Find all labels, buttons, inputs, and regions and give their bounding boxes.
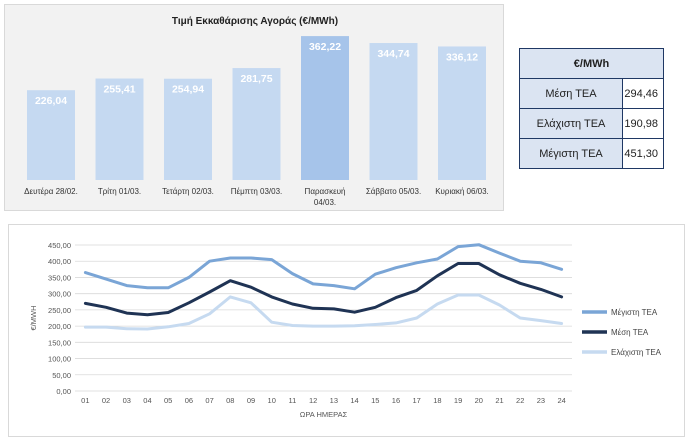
y-tick-label: 350,00 [48, 273, 71, 282]
y-tick-label: 300,00 [48, 290, 71, 299]
x-tick-label: 21 [495, 396, 503, 405]
x-tick-label: 10 [268, 396, 276, 405]
bar [301, 36, 349, 180]
x-tick-label: 01 [81, 396, 89, 405]
x-tick-label: 23 [537, 396, 545, 405]
x-tick-label: 09 [247, 396, 255, 405]
x-tick-label: 22 [516, 396, 524, 405]
series-max-line [83, 243, 564, 291]
x-tick-label: 03 [123, 396, 131, 405]
bar-value-label: 344,74 [377, 48, 409, 60]
stats-row-avg: Μέση ΤΕΑ 294,46 [519, 78, 664, 109]
line-chart-svg: 0,00 50,00 100,00 150,00 200,00 250,00 300,00 3… [29, 241, 662, 419]
x-tick-label: 02 [102, 396, 110, 405]
x-tick-label: 16 [392, 396, 400, 405]
y-tick-label: 250,00 [48, 306, 71, 315]
y-tick-label: 150,00 [48, 338, 71, 347]
bar [438, 46, 486, 180]
x-tick-label: 19 [454, 396, 462, 405]
y-tick-label: 0,00 [56, 387, 71, 396]
bar-category-label: Σάββατο 05/03. [366, 187, 421, 196]
stats-header-row: €/MWh [519, 48, 664, 79]
category-line: Παρασκευή [305, 187, 346, 196]
x-tick-label: 05 [164, 396, 172, 405]
x-tick-label: 20 [475, 396, 483, 405]
x-tick-label: 07 [205, 396, 213, 405]
stats-row-min: Ελάχιστη ΤΕΑ 190,98 [519, 108, 664, 139]
x-tick-label: 18 [433, 396, 441, 405]
bar-value-label: 255,41 [103, 84, 135, 96]
x-tick-label: 06 [185, 396, 193, 405]
x-tick-label: 04 [143, 396, 151, 405]
bar-value-label: 254,94 [172, 84, 204, 96]
stats-row-max: Μέγιστη ΤΕΑ 451,30 [519, 138, 664, 169]
series-min-line [83, 293, 564, 331]
x-tick-label: 15 [371, 396, 379, 405]
x-axis-label: ΩΡΑ ΗΜΕΡΑΣ [300, 410, 348, 419]
stats-header: €/MWh [519, 48, 664, 79]
y-tick-label: 100,00 [48, 355, 71, 364]
y-axis-label: €/MWH [29, 306, 38, 331]
price-stats-table: €/MWh Μέση ΤΕΑ 294,46 Ελάχιστη ΤΕΑ 190,9… [519, 48, 664, 169]
x-tick-label: 17 [413, 396, 421, 405]
x-tick-label: 08 [226, 396, 234, 405]
bar-value-label: 281,75 [240, 73, 272, 85]
x-tick-label: 14 [350, 396, 358, 405]
legend-label: Μέση ΤΕΑ [611, 328, 649, 337]
bar-category-label: Κυριακή 06/03. [435, 187, 489, 196]
bar [27, 90, 75, 180]
series-avg-line [83, 262, 564, 317]
bar [95, 78, 144, 180]
bar [369, 43, 418, 180]
y-tick-label: 450,00 [48, 241, 71, 250]
daily-price-bar-chart: Τιμή Εκκαθάρισης Αγοράς (€/MWh) 226,04 Δευ… [4, 4, 504, 211]
legend-label: Μέγιστη ΤΕΑ [611, 308, 658, 317]
y-tick-label: 400,00 [48, 257, 71, 266]
stats-value: 190,98 [622, 108, 664, 139]
stats-value: 294,46 [622, 78, 664, 109]
x-tick-label: 24 [557, 396, 565, 405]
category-line: 04/03. [314, 198, 336, 207]
bar-category-label: Τρίτη 01/03. [98, 187, 141, 196]
bar-value-label: 226,04 [35, 95, 67, 107]
stats-label: Μέση ΤΕΑ [519, 78, 623, 109]
bar [232, 68, 281, 180]
bar-category-label: Δευτέρα 28/02. [24, 187, 78, 196]
hourly-price-line-chart: 0,00 50,00 100,00 150,00 200,00 250,00 300,00 3… [8, 224, 685, 437]
bar-chart-title: Τιμή Εκκαθάρισης Αγοράς (€/MWh) [172, 16, 338, 27]
y-tick-label: 50,00 [52, 371, 71, 380]
bar [164, 78, 212, 180]
x-tick-label: 11 [289, 396, 297, 405]
bar-category-label: Τετάρτη 02/03. [162, 187, 214, 196]
bar-category-label: Παρασκευή 04/03. [305, 187, 346, 207]
bar-value-label: 362,22 [309, 41, 341, 53]
legend-label: Ελάχιστη ΤΕΑ [611, 348, 662, 357]
stats-label: Ελάχιστη ΤΕΑ [519, 108, 623, 139]
stats-label: Μέγιστη ΤΕΑ [519, 138, 623, 169]
bar-category-label: Πέμπτη 03/03. [231, 187, 283, 196]
bar-value-label: 336,12 [446, 51, 478, 63]
x-tick-label: 12 [309, 396, 317, 405]
x-tick-label: 13 [330, 396, 338, 405]
stats-value: 451,30 [622, 138, 664, 169]
bar-chart-svg: Τιμή Εκκαθάρισης Αγοράς (€/MWh) 226,04 Δευ… [24, 16, 489, 207]
y-tick-label: 200,00 [48, 322, 71, 331]
